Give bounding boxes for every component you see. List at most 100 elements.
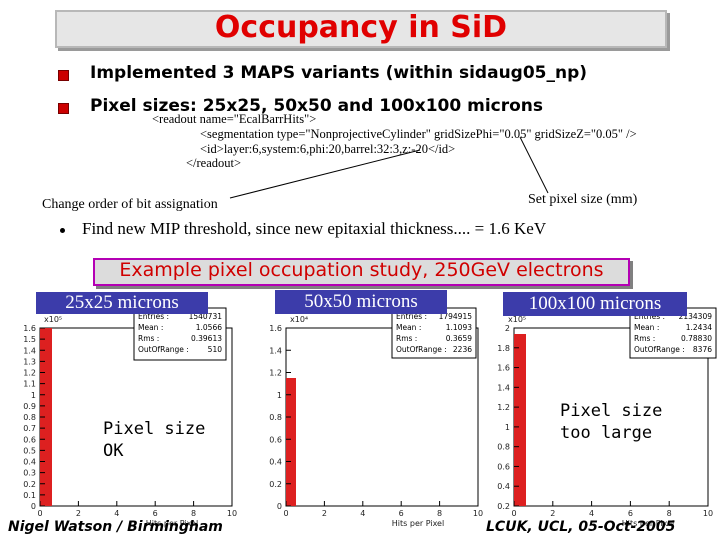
note-pixel-size-ok: Pixel size OK — [103, 419, 206, 461]
stats-value: 2236 — [453, 345, 472, 354]
histogram-bar — [286, 378, 296, 506]
bullet-mip-threshold: Find new MIP threshold, since new epitax… — [82, 219, 547, 238]
x-tick-label: 10 — [227, 509, 237, 518]
y-tick-label: 1 — [277, 391, 282, 400]
panel-label-25x25: 25x25 microns — [36, 292, 208, 314]
y-tick-label: 1.1 — [23, 380, 36, 389]
histogram-100x100: 2 1.8 1.6 1.4 1.2 1 0.8 0.6 0.4 0.2 0 2 4 6 8 10 Hits pe… — [484, 304, 720, 528]
stats-label: Entries : — [396, 312, 427, 321]
xml-line-3: <id>layer:6,system:6,phi:20,barrel:32:3,… — [200, 142, 456, 156]
panel-label-25x25-text: 25x25 microns — [65, 292, 179, 313]
x-tick-label: 2 — [76, 509, 81, 518]
stats-value: 0.3659 — [446, 334, 472, 343]
x-tick-label: 6 — [153, 509, 158, 518]
x-tick-label: 6 — [399, 509, 404, 518]
y-tick-label: 1.8 — [497, 344, 510, 353]
bullet-marker — [58, 70, 69, 81]
y-tick-label: 1.5 — [23, 335, 36, 344]
y-tick-label: 0.4 — [23, 458, 36, 467]
stats-value: 1.0566 — [196, 323, 222, 332]
y-tick-label: 2 — [505, 324, 510, 333]
x-tick-label: 4 — [360, 509, 365, 518]
x-tick-label: 4 — [114, 509, 119, 518]
stats-label: Mean : — [634, 323, 659, 332]
y-tick-label: 0.4 — [269, 458, 282, 467]
stats-box — [391, 307, 477, 359]
stats-value: 2134309 — [679, 312, 713, 321]
histogram-50x50: 1.6 1.4 1.2 1 0.8 0.6 0.4 0.2 0 0 2 4 6 8 10 Hits per P… — [246, 304, 484, 528]
stats-value: 1540731 — [189, 312, 223, 321]
bullet-marker — [58, 103, 69, 114]
y-tick-label: 1.6 — [269, 324, 282, 333]
x-tick-label: 6 — [628, 509, 633, 518]
y-axis-exponent: x10⁵ — [44, 315, 62, 324]
y-tick-label: 0.2 — [269, 480, 282, 489]
y-tick-label: 0 — [31, 502, 36, 511]
stats-value: 8376 — [693, 345, 712, 354]
x-axis-label: Hits per Pixel — [392, 519, 444, 528]
histogram-25x25: 1.6 1.5 1.4 1.3 1.2 1.1 1 0.9 0.8 0.7 0.6 0.5 0.4 0.3… — [0, 304, 240, 528]
footer-event: LCUK, UCL, 05-Oct-2005 — [486, 519, 676, 535]
stats-value: 1.2434 — [686, 323, 712, 332]
xml-line-4: </readout> — [186, 156, 242, 170]
y-tick-label: 1 — [31, 391, 36, 400]
y-tick-label: 0.6 — [497, 462, 510, 471]
y-axis-exponent: x10⁴ — [290, 315, 308, 324]
histogram-bar — [514, 334, 526, 506]
stats-label: Rms : — [138, 334, 159, 343]
y-tick-label: 0.5 — [23, 446, 36, 455]
stats-label: OutOfRange : — [396, 345, 447, 354]
x-tick-label: 2 — [322, 509, 327, 518]
y-tick-label: 0.3 — [23, 469, 36, 478]
x-tick-label: 8 — [667, 509, 672, 518]
y-tick-label: 1.4 — [269, 346, 282, 355]
y-tick-label: 1.4 — [497, 383, 510, 392]
y-tick-label: 1.6 — [497, 364, 510, 373]
y-tick-label: 0.8 — [23, 413, 36, 422]
y-tick-label: 1.6 — [23, 324, 36, 333]
stats-label: OutOfRange : — [634, 345, 685, 354]
stats-label: Mean : — [138, 323, 163, 332]
x-axis-label: Hits per Pixel — [622, 519, 674, 528]
bullet-pixel-sizes: Pixel sizes: 25x25, 50x50 and 100x100 mi… — [90, 96, 544, 116]
y-tick-label: 0.8 — [497, 443, 510, 452]
stats-value: 0.78830 — [681, 334, 712, 343]
bullet-implemented: Implemented 3 MAPS variants (within sida… — [90, 63, 588, 83]
y-tick-label: 1.2 — [497, 403, 510, 412]
x-tick-label: 10 — [703, 509, 713, 518]
stats-label: Rms : — [396, 334, 417, 343]
note-pixel-size: Set pixel size (mm) — [528, 192, 638, 207]
histogram-100x100-plot: 2 1.8 1.6 1.4 1.2 1 0.8 0.6 0.4 0.20 2 4 6 8 10 Hits pe… — [497, 307, 717, 528]
x-tick-label: 2 — [550, 509, 555, 518]
stats-value: 1794915 — [439, 312, 473, 321]
y-tick-label: 1.4 — [23, 346, 36, 355]
y-tick-label: 0.8 — [269, 413, 282, 422]
stats-label: Rms : — [634, 334, 655, 343]
stats-label: Entries : — [634, 312, 665, 321]
y-tick-label: 0.6 — [269, 435, 282, 444]
histogram-50x50-plot: 1.6 1.4 1.2 1 0.8 0.6 0.4 0.2 00 2 4 6 8 10 Hits per P… — [269, 307, 483, 528]
y-tick-label: 1 — [505, 423, 510, 432]
slide-title: Occupancy in SiD — [214, 10, 508, 45]
panel-label-50x50: 50x50 microns — [275, 290, 447, 314]
x-tick-label: 4 — [589, 509, 594, 518]
example-banner-title: Example pixel occupation study, 250GeV e… — [119, 259, 604, 281]
y-tick-label: 0.4 — [497, 482, 510, 491]
panel-label-100x100-text: 100x100 microns — [528, 293, 662, 314]
y-tick-label: 1.3 — [23, 357, 36, 366]
y-tick-label: 1.2 — [269, 369, 282, 378]
stats-label: Entries : — [138, 312, 169, 321]
stats-label: Mean : — [396, 323, 421, 332]
y-tick-label: 0.2 — [497, 502, 510, 511]
y-tick-label: 0 — [277, 502, 282, 511]
note-pixel-size-too-large: Pixel size too large — [560, 401, 663, 443]
panel-label-100x100: 100x100 microns — [503, 292, 687, 316]
x-tick-label: 0 — [37, 509, 42, 518]
y-tick-label: 1.2 — [23, 369, 36, 378]
note-bit-order: Change order of bit assignation — [42, 197, 218, 212]
xml-line-2: <segmentation type="NonprojectiveCylinde… — [200, 127, 637, 141]
stats-box — [629, 307, 717, 359]
footer-author: Nigel Watson / Birmingham — [8, 519, 223, 535]
x-tick-label: 0 — [283, 509, 288, 518]
